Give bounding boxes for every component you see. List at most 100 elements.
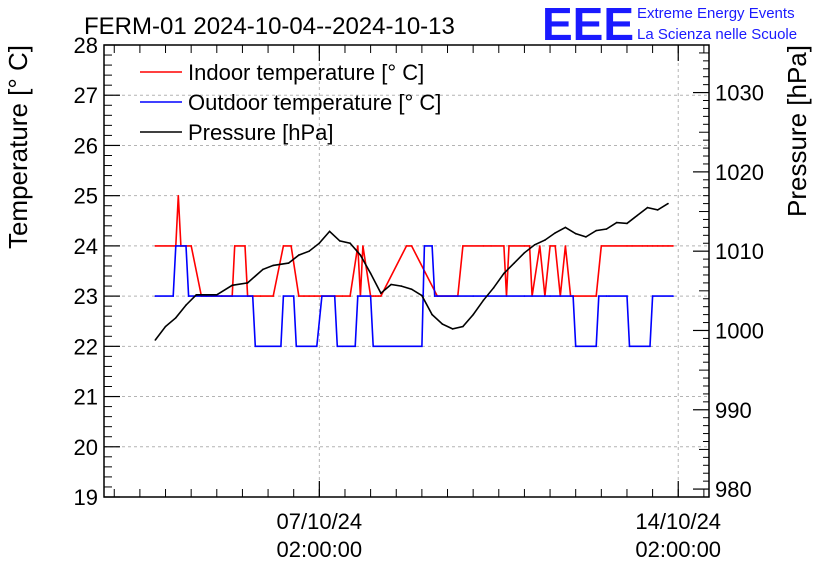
data-point-outdoor	[321, 295, 323, 297]
data-point-pressure	[339, 240, 341, 242]
x-tick-label-date: 14/10/24	[635, 509, 721, 534]
data-point-outdoor	[605, 295, 608, 297]
y-tick-label: 22	[74, 334, 98, 359]
data-point-pressure	[287, 262, 290, 264]
data-point-indoor	[595, 295, 597, 297]
data-point-outdoor	[154, 295, 157, 297]
data-point-outdoor	[221, 295, 223, 297]
data-point-pressure	[262, 268, 264, 271]
data-point-outdoor	[549, 295, 551, 297]
data-point-pressure	[231, 284, 233, 287]
series-line-pressure	[154, 202, 669, 341]
y-tick-label: 28	[74, 33, 98, 58]
data-point-pressure	[185, 304, 187, 306]
data-point-pressure	[380, 292, 382, 295]
data-point-indoor	[374, 295, 377, 297]
data-point-indoor	[233, 245, 236, 247]
data-point-indoor	[656, 245, 659, 247]
legend-label-indoor: Indoor temperature [° C]	[188, 60, 424, 85]
data-point-indoor	[564, 245, 567, 247]
data-point-pressure	[308, 250, 310, 252]
data-point-indoor	[357, 245, 359, 247]
data-point-outdoor	[251, 295, 254, 297]
data-point-pressure	[318, 242, 321, 244]
data-point-outdoor	[431, 245, 433, 247]
data-point-indoor	[377, 295, 380, 297]
data-point-outdoor	[369, 295, 372, 297]
data-point-pressure	[544, 239, 546, 241]
data-point-indoor	[244, 245, 246, 247]
data-point-pressure	[656, 209, 659, 211]
data-point-indoor	[341, 295, 344, 297]
data-point-indoor	[259, 295, 262, 297]
data-point-pressure	[646, 206, 649, 209]
series-layer	[154, 194, 674, 348]
data-point-outdoor	[354, 345, 357, 348]
legend: Indoor temperature [° C] Outdoor tempera…	[140, 60, 441, 145]
plot-frame	[103, 44, 710, 498]
x-tick-label-time: 02:00:00	[277, 537, 363, 562]
x-tick-label-time: 02:00:00	[635, 537, 721, 562]
data-point-indoor	[308, 295, 310, 297]
data-point-pressure	[636, 214, 638, 217]
data-point-pressure	[431, 313, 433, 316]
data-point-outdoor	[649, 345, 651, 348]
y2-tick-label: 1000	[715, 318, 764, 343]
data-point-indoor	[672, 245, 674, 247]
data-point-pressure	[554, 232, 556, 234]
logo: EEE Extreme Energy Events La Scienza nel…	[542, 0, 797, 50]
data-point-indoor	[482, 245, 485, 247]
y-tick-label: 23	[74, 284, 98, 309]
data-point-pressure	[195, 294, 198, 296]
y2-tick-label: 1010	[715, 239, 764, 264]
data-point-indoor	[626, 245, 628, 247]
data-point-indoor	[405, 245, 408, 247]
data-point-pressure	[175, 317, 177, 319]
data-point-pressure	[328, 230, 331, 233]
data-point-indoor	[651, 245, 654, 247]
data-point-outdoor	[172, 295, 174, 297]
data-point-pressure	[349, 242, 351, 244]
data-point-outdoor	[608, 295, 610, 297]
data-point-outdoor	[295, 345, 298, 348]
data-point-pressure	[154, 339, 157, 341]
data-point-outdoor	[333, 295, 336, 297]
data-point-outdoor	[523, 295, 526, 297]
y2-tick-label: 1030	[715, 81, 764, 106]
y-tick-label: 24	[74, 234, 98, 259]
legend-label-pressure: Pressure [hPa]	[188, 120, 334, 145]
data-point-pressure	[272, 264, 275, 267]
data-point-pressure	[513, 262, 515, 264]
data-point-indoor	[272, 295, 275, 297]
data-point-pressure	[421, 294, 423, 297]
data-point-indoor	[462, 245, 464, 247]
x-tick-label-date: 07/10/24	[277, 509, 363, 534]
y2-tick-label: 980	[715, 477, 752, 502]
logo-line2: La Scienza nelle Scuole	[637, 26, 797, 43]
data-point-outdoor	[626, 295, 628, 297]
data-point-pressure	[574, 232, 577, 235]
data-point-pressure	[533, 244, 536, 246]
data-point-outdoor	[433, 295, 436, 297]
data-point-pressure	[564, 226, 567, 229]
data-point-pressure	[595, 229, 597, 232]
y-tick-label: 25	[74, 184, 98, 209]
data-point-pressure	[205, 294, 208, 296]
data-point-outdoor	[292, 295, 295, 297]
data-point-outdoor	[672, 295, 674, 297]
data-point-outdoor	[280, 345, 282, 348]
data-point-outdoor	[185, 245, 187, 247]
data-point-pressure	[298, 254, 300, 256]
data-point-outdoor	[175, 245, 177, 247]
data-point-outdoor	[598, 295, 600, 297]
data-point-pressure	[605, 228, 608, 230]
data-point-indoor	[554, 245, 556, 247]
data-point-pressure	[390, 283, 392, 286]
data-point-outdoor	[357, 295, 359, 297]
data-point-pressure	[472, 313, 475, 316]
data-point-indoor	[667, 245, 669, 247]
data-point-pressure	[216, 294, 218, 296]
y-axis-label: Temperature [° C]	[3, 45, 33, 249]
logo-mark: EEE	[542, 0, 634, 50]
